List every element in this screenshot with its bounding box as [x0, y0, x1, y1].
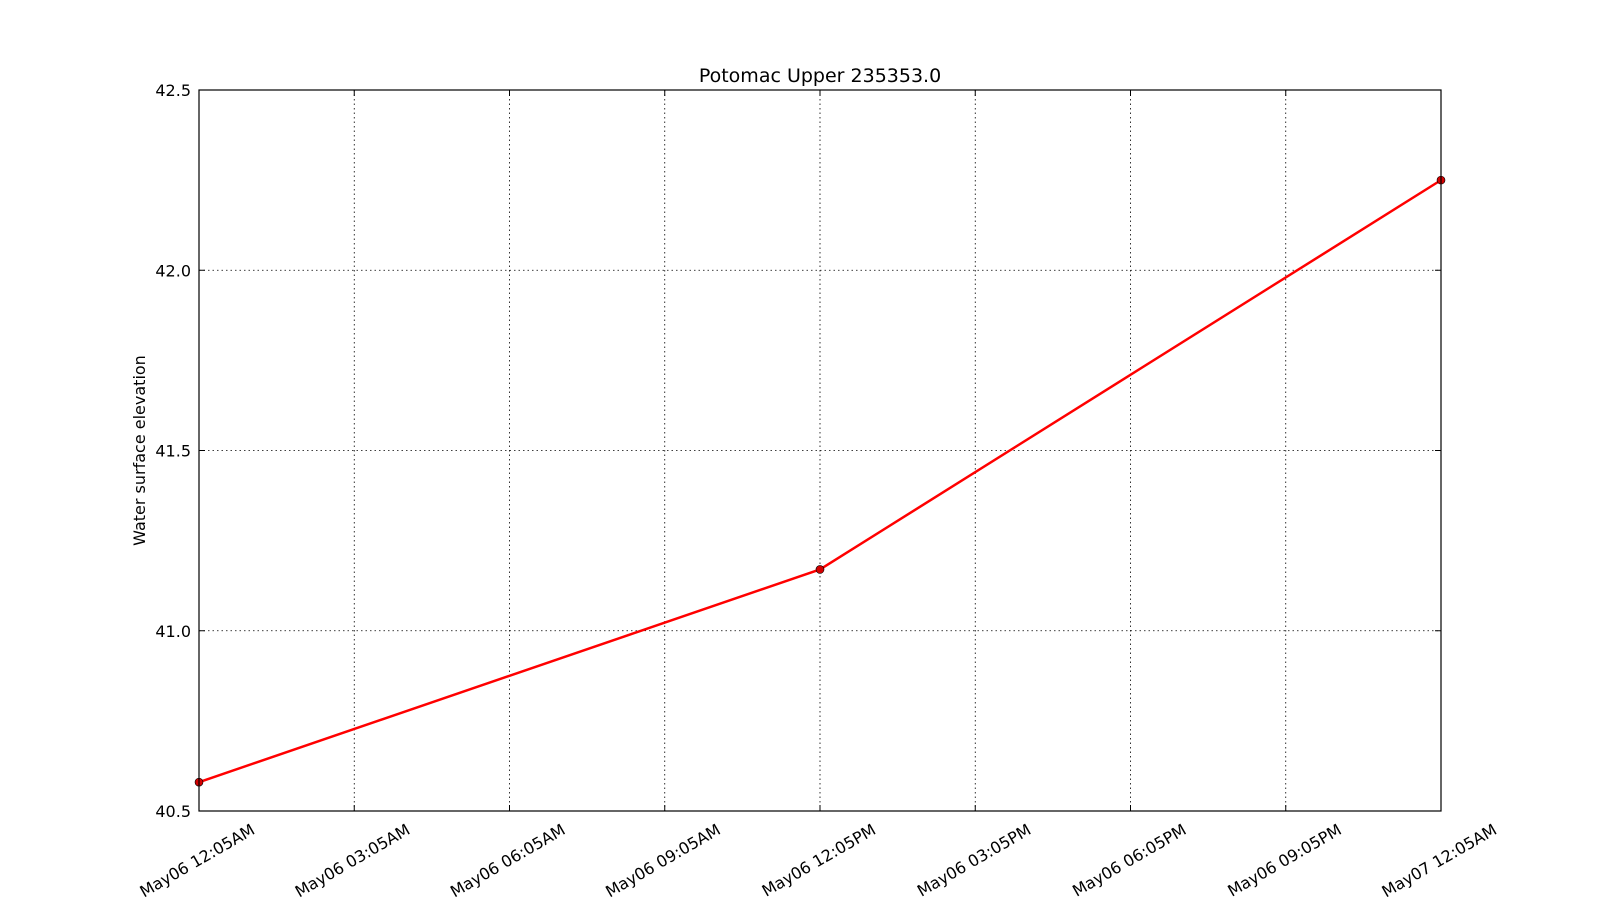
x-tick-label: May06 09:05AM — [602, 820, 724, 900]
grid — [199, 90, 1441, 811]
data-point — [815, 565, 825, 574]
x-axis: May06 12:05AM May06 03:05AM May06 06:05AM M… — [136, 90, 1500, 900]
y-tick-label: 41.5 — [155, 442, 191, 461]
y-tick-label: 42.5 — [155, 81, 191, 100]
x-tick-label: May06 03:05AM — [292, 820, 414, 900]
y-tick-label: 41.0 — [155, 622, 191, 641]
y-axis: 40.5 41.0 41.5 42.0 42.5 — [155, 81, 1441, 821]
y-axis-label: Water surface elevation — [130, 355, 149, 546]
x-tick-label: May06 12:05PM — [759, 820, 879, 900]
series-layer — [194, 175, 1446, 787]
chart-title: Potomac Upper 235353.0 — [699, 65, 941, 87]
y-tick-label: 42.0 — [155, 261, 191, 280]
x-tick-label: May06 06:05AM — [447, 820, 569, 900]
x-tick-label: May06 03:05PM — [914, 820, 1034, 900]
x-tick-label: May06 09:05PM — [1224, 820, 1344, 900]
x-tick-label: May07 12:05AM — [1378, 820, 1500, 900]
x-tick-label: May06 12:05AM — [136, 820, 258, 900]
y-tick-label: 40.5 — [155, 802, 191, 821]
x-tick-label: May06 06:05PM — [1069, 820, 1189, 900]
